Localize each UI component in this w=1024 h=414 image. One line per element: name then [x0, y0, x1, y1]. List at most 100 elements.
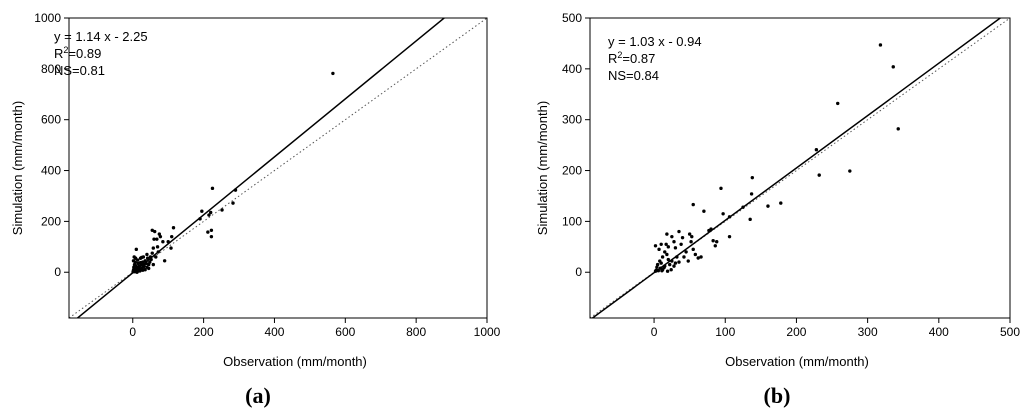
data-point-a: [162, 259, 167, 263]
data-point-b: [653, 269, 658, 273]
data-point-a: [147, 266, 151, 271]
r-squared-a: R2=0.89: [54, 45, 101, 61]
x-tick-label-b: 400: [929, 325, 949, 339]
data-point-a: [157, 232, 162, 236]
data-point-b: [666, 245, 671, 249]
y-tick-label-b: 200: [562, 164, 582, 178]
data-point-b: [727, 234, 732, 239]
data-point-b: [690, 234, 694, 239]
data-point-a: [151, 246, 156, 250]
data-point-b: [715, 240, 719, 244]
data-point-b: [666, 257, 671, 262]
data-point-a: [200, 209, 204, 213]
data-point-b: [699, 255, 703, 259]
data-point-a: [161, 240, 165, 244]
regression-line-a: [76, 18, 446, 318]
data-point-b: [660, 269, 664, 273]
panel-label-b: (b): [764, 383, 791, 408]
data-point-a: [170, 234, 174, 239]
data-point-b: [658, 266, 663, 270]
y-tick-label-b: 300: [562, 113, 582, 127]
data-point-b: [662, 265, 666, 270]
data-point-a: [139, 255, 144, 260]
scatter-panel-a: 0 200 400 600 800 1000 0 200 400 600 800 1000 y = 1…: [10, 11, 501, 408]
data-point-b: [721, 212, 725, 216]
data-point-a: [132, 267, 136, 271]
data-point-b: [817, 173, 821, 177]
data-point-b: [748, 217, 752, 222]
data-point-b: [691, 202, 695, 207]
data-point-b: [677, 229, 681, 234]
data-point-b: [750, 175, 755, 180]
data-point-b: [702, 209, 706, 213]
data-point-b: [696, 256, 700, 260]
x-tick-label-b: 500: [1000, 325, 1020, 339]
y-axis-label-b: Simulation (mm/month): [535, 101, 550, 235]
data-point-a: [149, 257, 153, 262]
data-point-a: [198, 217, 202, 221]
data-point-b: [749, 192, 754, 196]
data-point-a: [133, 270, 137, 274]
data-point-b: [836, 101, 840, 106]
x-tick-label-a: 0: [129, 325, 136, 339]
x-tick-label-a: 600: [335, 325, 355, 339]
data-point-b: [779, 201, 783, 205]
data-point-a: [331, 71, 335, 76]
data-point-a: [144, 261, 148, 266]
data-point-a: [148, 260, 152, 264]
data-point-a: [132, 255, 136, 259]
data-point-b: [693, 252, 698, 257]
data-point-a: [131, 259, 136, 263]
data-point-b: [665, 252, 669, 257]
data-point-a: [145, 252, 149, 257]
r-squared-b: R2=0.87: [608, 50, 655, 66]
y-tick-label-b: 500: [562, 11, 582, 25]
y-tick-label-b: 100: [562, 214, 582, 228]
data-point-a: [233, 188, 238, 192]
data-point-b: [878, 43, 883, 47]
data-point-b: [664, 242, 668, 246]
data-point-b: [657, 247, 661, 252]
data-point-b: [766, 204, 770, 208]
data-point-b: [682, 255, 686, 259]
y-tick-label-a: 800: [41, 62, 61, 76]
data-point-a: [145, 256, 150, 260]
y-tick-label-b: 400: [562, 62, 582, 76]
data-point-a: [155, 245, 160, 249]
y-tick-label-b: 0: [575, 265, 582, 279]
nash-sutcliffe-b: NS=0.84: [608, 68, 659, 83]
data-point-a: [151, 262, 156, 267]
data-point-a: [136, 258, 140, 262]
data-point-a: [150, 251, 154, 255]
x-tick-label-b: 0: [651, 325, 658, 339]
fit-equation-a: y = 1.14 x - 2.25: [54, 29, 148, 44]
y-tick-label-a: 1000: [34, 11, 61, 25]
data-point-b: [673, 246, 678, 250]
x-tick-label-b: 200: [786, 325, 806, 339]
data-point-b: [675, 255, 679, 259]
data-point-a: [231, 201, 235, 205]
data-point-a: [137, 267, 141, 271]
data-point-a: [140, 268, 145, 272]
x-tick-label-a: 400: [264, 325, 284, 339]
x-tick-label-b: 100: [715, 325, 735, 339]
x-axis-label-b: Observation (mm/month): [725, 354, 869, 369]
data-point-a: [150, 228, 154, 232]
data-point-b: [669, 267, 673, 272]
data-point-b: [727, 215, 732, 219]
data-point-b: [711, 239, 715, 243]
data-point-b: [896, 127, 900, 131]
data-point-a: [138, 260, 143, 265]
data-point-b: [891, 65, 895, 69]
data-point-a: [166, 240, 170, 244]
data-point-b: [670, 259, 674, 263]
data-point-a: [169, 246, 173, 250]
data-point-b: [691, 247, 695, 252]
data-point-a: [156, 250, 160, 254]
nash-sutcliffe-a: NS=0.81: [54, 63, 105, 78]
data-point-b: [668, 262, 672, 267]
y-tick-label-a: 400: [41, 164, 61, 178]
data-point-a: [158, 234, 163, 239]
data-point-a: [141, 262, 146, 267]
